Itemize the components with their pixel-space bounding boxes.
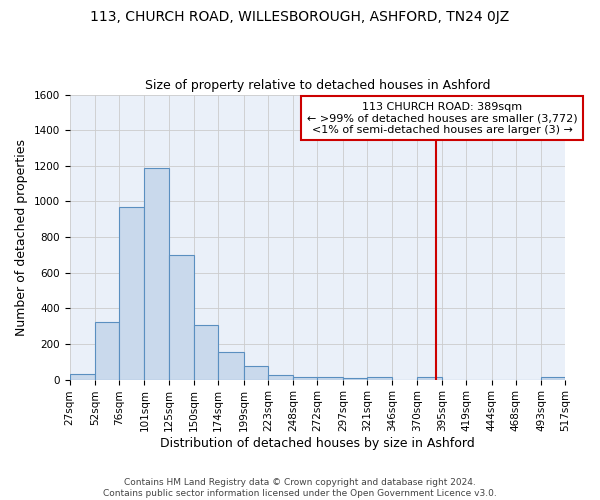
Bar xyxy=(218,352,244,380)
Bar xyxy=(169,255,194,380)
Text: 113 CHURCH ROAD: 389sqm
← >99% of detached houses are smaller (3,772)
<1% of sem: 113 CHURCH ROAD: 389sqm ← >99% of detach… xyxy=(307,102,577,135)
Bar xyxy=(95,322,119,380)
Bar xyxy=(194,326,218,380)
Text: 113, CHURCH ROAD, WILLESBOROUGH, ASHFORD, TN24 0JZ: 113, CHURCH ROAD, WILLESBOROUGH, ASHFORD… xyxy=(91,10,509,24)
Bar xyxy=(416,377,442,380)
Bar xyxy=(70,374,95,380)
Bar xyxy=(317,377,343,380)
Title: Size of property relative to detached houses in Ashford: Size of property relative to detached ho… xyxy=(145,79,490,92)
X-axis label: Distribution of detached houses by size in Ashford: Distribution of detached houses by size … xyxy=(160,437,475,450)
Bar xyxy=(145,168,169,380)
Bar xyxy=(343,378,367,380)
Bar xyxy=(541,377,565,380)
Text: Contains HM Land Registry data © Crown copyright and database right 2024.
Contai: Contains HM Land Registry data © Crown c… xyxy=(103,478,497,498)
Bar xyxy=(268,375,293,380)
Bar xyxy=(244,366,268,380)
Bar xyxy=(367,377,392,380)
Bar xyxy=(293,377,317,380)
Y-axis label: Number of detached properties: Number of detached properties xyxy=(15,138,28,336)
Bar xyxy=(119,207,145,380)
